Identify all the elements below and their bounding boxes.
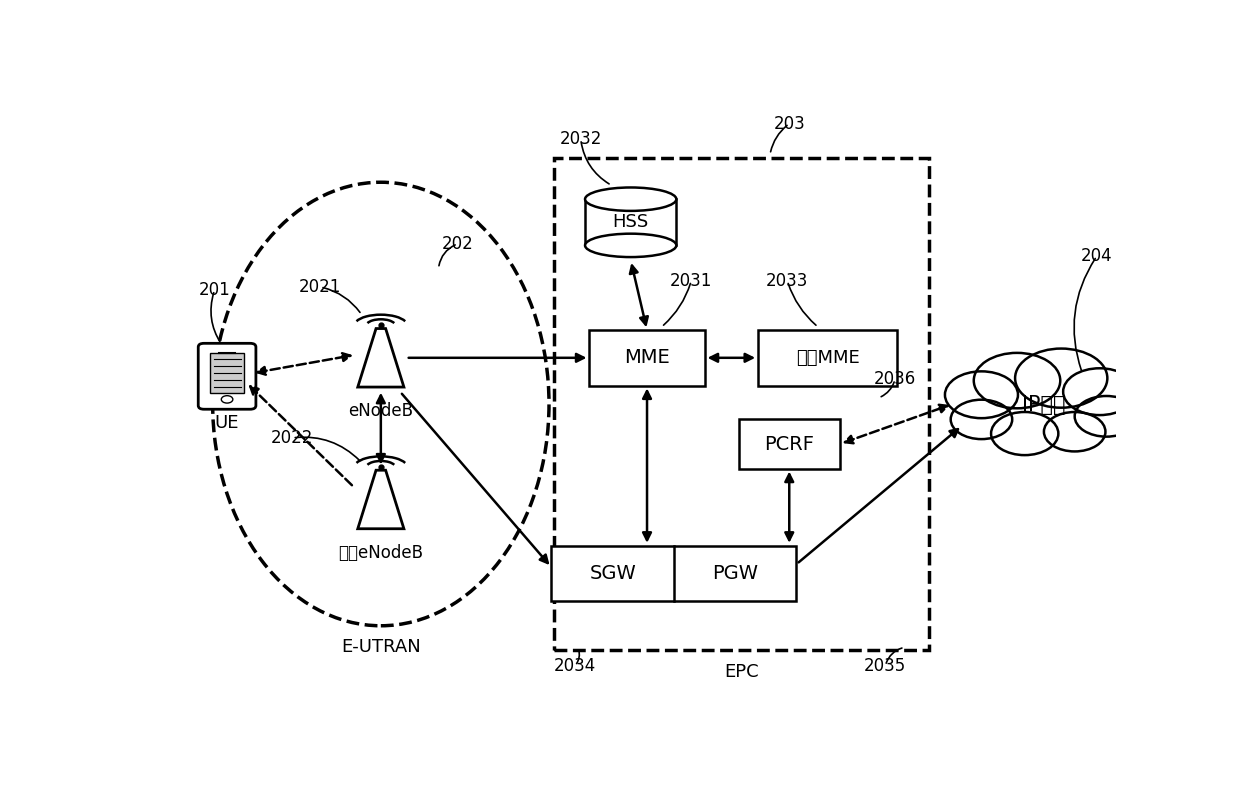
Text: UE: UE bbox=[215, 414, 239, 432]
Bar bbox=[552, 546, 796, 601]
Text: 2032: 2032 bbox=[559, 130, 601, 148]
Circle shape bbox=[1016, 349, 1107, 408]
Circle shape bbox=[973, 353, 1060, 408]
Text: 2035: 2035 bbox=[864, 657, 906, 675]
Bar bbox=[585, 199, 676, 246]
Text: E-UTRAN: E-UTRAN bbox=[341, 638, 420, 656]
Text: 2033: 2033 bbox=[766, 272, 808, 290]
Text: HSS: HSS bbox=[613, 214, 649, 231]
Text: MME: MME bbox=[624, 348, 670, 367]
Bar bbox=[739, 419, 839, 469]
Text: 204: 204 bbox=[1081, 247, 1112, 265]
Text: 2034: 2034 bbox=[554, 657, 596, 675]
Text: 203: 203 bbox=[774, 114, 805, 133]
Text: 其它eNodeB: 其它eNodeB bbox=[339, 544, 423, 562]
Bar bbox=[758, 330, 898, 386]
Text: IP业务: IP业务 bbox=[1022, 395, 1065, 415]
Text: 其它MME: 其它MME bbox=[796, 349, 859, 366]
Text: 2031: 2031 bbox=[670, 272, 713, 290]
Bar bbox=[210, 353, 244, 394]
Ellipse shape bbox=[585, 234, 676, 257]
Text: 2036: 2036 bbox=[874, 370, 916, 388]
Text: 202: 202 bbox=[441, 235, 474, 253]
Text: 2022: 2022 bbox=[272, 429, 314, 447]
Text: 201: 201 bbox=[198, 281, 231, 299]
Text: eNodeB: eNodeB bbox=[348, 402, 413, 421]
Text: 2021: 2021 bbox=[299, 278, 341, 296]
Text: SGW: SGW bbox=[589, 564, 636, 583]
Circle shape bbox=[1075, 396, 1138, 437]
Circle shape bbox=[991, 412, 1058, 455]
Circle shape bbox=[951, 400, 1012, 439]
Circle shape bbox=[1063, 368, 1136, 415]
Polygon shape bbox=[358, 329, 404, 387]
Polygon shape bbox=[358, 470, 404, 529]
Circle shape bbox=[1044, 412, 1105, 451]
Bar bbox=[589, 330, 704, 386]
Text: EPC: EPC bbox=[724, 663, 759, 681]
Text: PCRF: PCRF bbox=[764, 434, 815, 454]
Text: PGW: PGW bbox=[712, 564, 758, 583]
Circle shape bbox=[945, 371, 1018, 418]
Bar bbox=[554, 158, 929, 650]
FancyBboxPatch shape bbox=[198, 343, 255, 410]
Circle shape bbox=[221, 396, 233, 403]
Ellipse shape bbox=[585, 187, 676, 211]
